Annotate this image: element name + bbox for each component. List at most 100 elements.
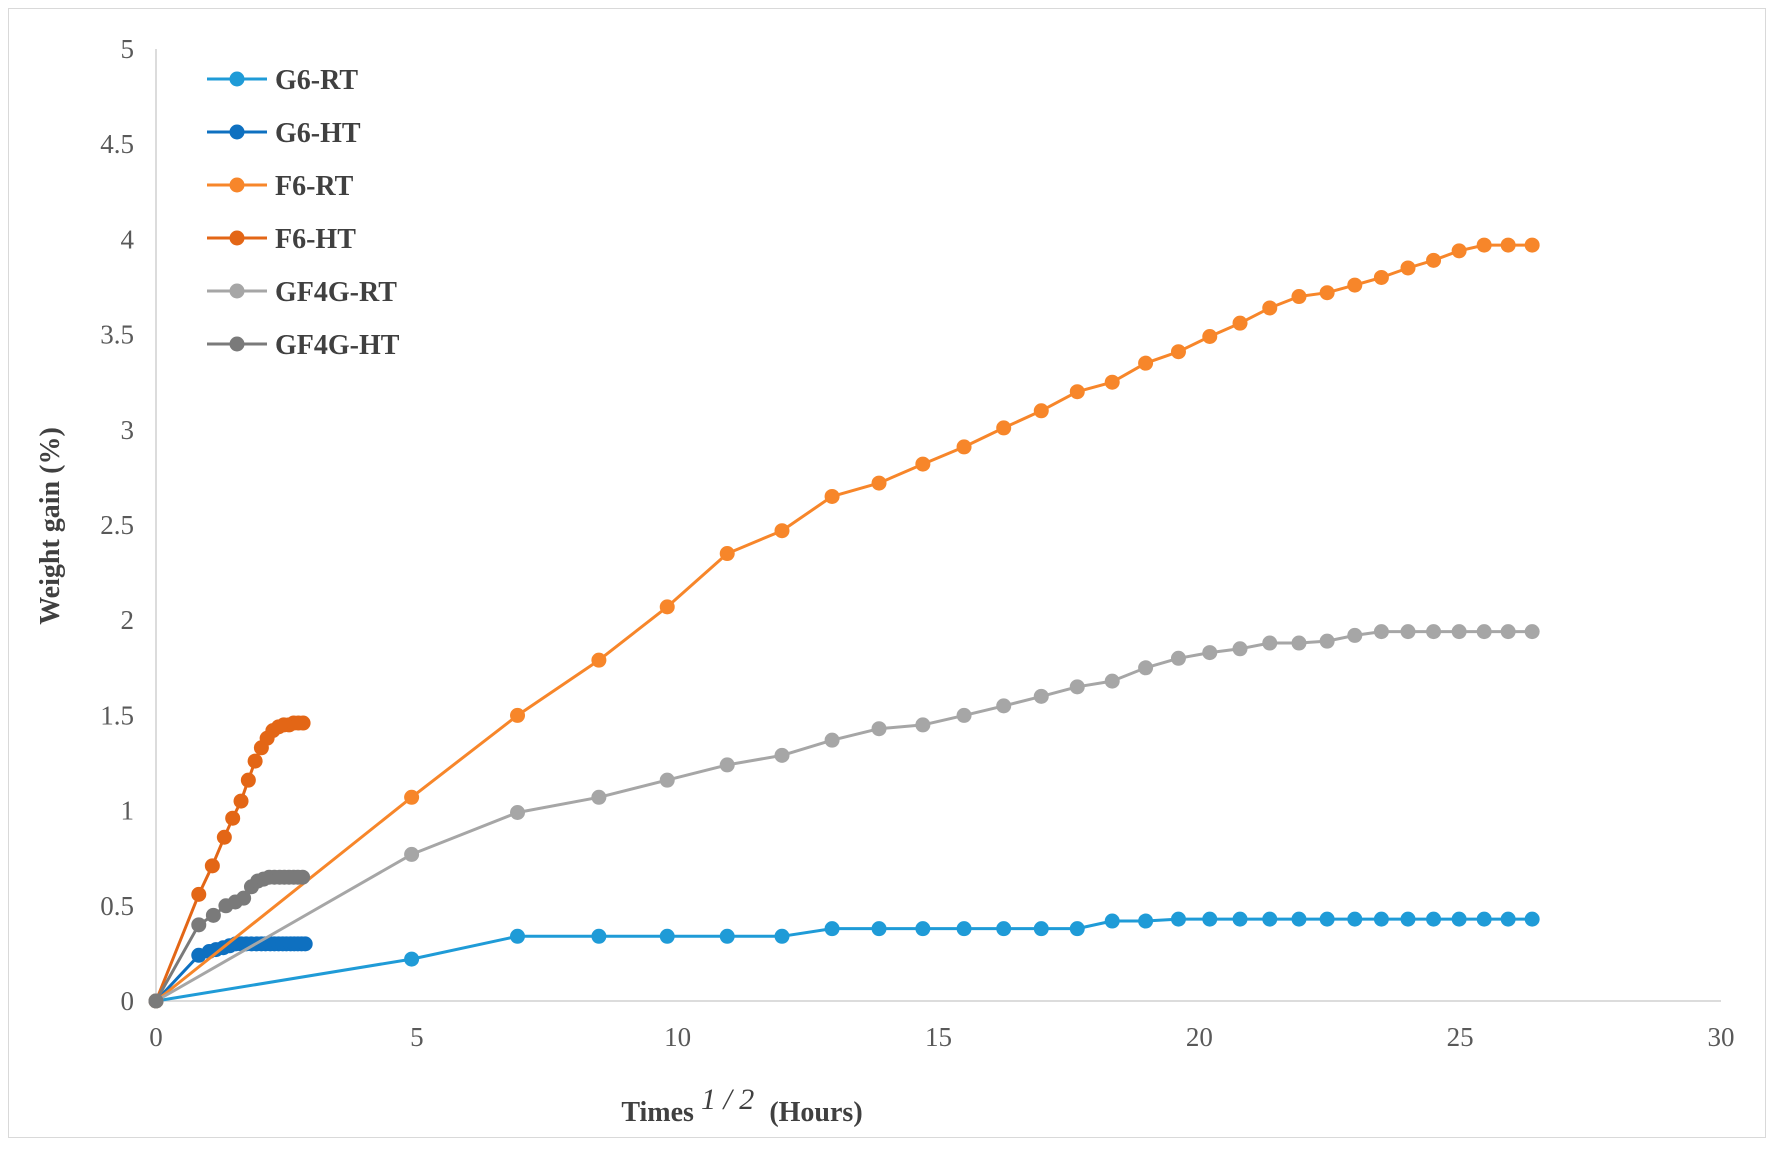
legend-swatch-marker — [229, 336, 245, 352]
y-axis-title: Weight gain (%) — [35, 427, 66, 625]
legend-label: G6-RT — [275, 65, 358, 96]
data-point-f6-rt — [1426, 252, 1442, 268]
data-point-gf4g-rt — [1500, 624, 1516, 640]
data-point-gf4g-rt — [1202, 645, 1218, 661]
data-point-gf4g-rt — [1232, 641, 1248, 657]
data-point-gf4g-rt — [1291, 635, 1307, 651]
data-point-gf4g-rt — [1451, 624, 1467, 640]
data-point-f6-rt — [1524, 237, 1540, 253]
x-tick-label: 15 — [925, 1022, 952, 1052]
data-point-g6-rt — [1476, 911, 1492, 927]
data-point-f6-ht — [233, 793, 249, 809]
data-point-f6-rt — [719, 546, 735, 562]
y-tick-label: 1 — [121, 796, 135, 826]
legend-entry-gf4g-rt: GF4G-RT — [207, 277, 397, 308]
x-tick-label: 5 — [410, 1022, 424, 1052]
series-g6-ht — [148, 936, 313, 1009]
y-tick-label: 2.5 — [100, 510, 134, 540]
series-f6-ht — [148, 715, 311, 1009]
data-point-gf4g-ht — [191, 917, 207, 933]
legend-label: F6-RT — [275, 171, 354, 202]
data-point-gf4g-rt — [591, 789, 607, 805]
x-tick-label: 0 — [149, 1022, 163, 1052]
data-point-g6-rt — [915, 921, 931, 937]
data-point-gf4g-rt — [1426, 624, 1442, 640]
x-tick-label: 20 — [1186, 1022, 1213, 1052]
data-point-gf4g-ht — [236, 890, 252, 906]
legend-entry-f6-ht: F6-HT — [207, 224, 356, 255]
data-point-gf4g-rt — [956, 707, 972, 723]
series-gf4g-ht — [148, 869, 311, 1009]
data-point-gf4g-rt — [1524, 624, 1540, 640]
data-point-f6-rt — [774, 523, 790, 539]
data-point-g6-rt — [1500, 911, 1516, 927]
series-gf4g-rt — [148, 624, 1540, 1009]
x-tick-label: 25 — [1447, 1022, 1474, 1052]
data-point-g6-rt — [1069, 921, 1085, 937]
legend-swatch-marker — [229, 71, 245, 87]
data-point-f6-ht — [204, 858, 220, 874]
data-point-f6-rt — [1232, 315, 1248, 331]
x-axis-title-unit: (Hours) — [769, 1097, 862, 1128]
data-point-f6-rt — [1500, 237, 1516, 253]
x-axis-title-exponent: 1 / 2 — [701, 1083, 754, 1116]
data-point-f6-rt — [1202, 329, 1218, 345]
data-point-gf4g-rt — [659, 772, 675, 788]
data-point-gf4g-rt — [996, 698, 1012, 714]
data-point-f6-rt — [996, 420, 1012, 436]
data-point-f6-rt — [1170, 344, 1186, 360]
data-point-g6-rt — [1319, 911, 1335, 927]
data-point-g6-rt — [1347, 911, 1363, 927]
data-point-f6-rt — [1104, 374, 1120, 390]
data-point-f6-rt — [824, 488, 840, 504]
data-point-g6-rt — [659, 928, 675, 944]
data-point-f6-rt — [1291, 289, 1307, 305]
y-tick-label: 0.5 — [100, 891, 134, 921]
x-axis-title-main: Times — [621, 1097, 694, 1128]
data-point-f6-rt — [1033, 403, 1049, 419]
data-point-gf4g-ht — [295, 869, 311, 885]
data-point-f6-rt — [871, 475, 887, 491]
data-point-f6-rt — [659, 599, 675, 615]
x-tick-label: 10 — [664, 1022, 691, 1052]
data-point-g6-rt — [1373, 911, 1389, 927]
data-point-gf4g-rt — [824, 732, 840, 748]
y-tick-label: 0 — [121, 986, 135, 1016]
series-line-g6-rt — [155, 917, 1533, 1003]
data-point-g6-rt — [1170, 911, 1186, 927]
data-point-gf4g-rt — [510, 805, 526, 821]
legend-label: F6-HT — [275, 224, 356, 255]
data-point-gf4g-rt — [1069, 679, 1085, 695]
data-point-g6-rt — [1138, 913, 1154, 929]
series-line-gf4g-rt — [155, 630, 1533, 1003]
legend-label: GF4G-HT — [275, 330, 400, 361]
data-point-f6-rt — [1138, 355, 1154, 371]
data-point-gf4g-rt — [1373, 624, 1389, 640]
data-point-f6-rt — [1319, 285, 1335, 301]
legend-swatch-marker — [229, 230, 245, 246]
legend-entry-gf4g-ht: GF4G-HT — [207, 330, 400, 361]
data-point-gf4g-rt — [1400, 624, 1416, 640]
data-point-f6-rt — [1347, 277, 1363, 293]
data-point-gf4g-rt — [1104, 673, 1120, 689]
data-point-g6-rt — [1033, 921, 1049, 937]
data-point-g6-rt — [510, 928, 526, 944]
legend-swatch-marker — [229, 177, 245, 193]
data-point-gf4g-rt — [404, 846, 420, 862]
y-tick-label: 4.5 — [100, 129, 134, 159]
legend-entry-g6-ht: G6-HT — [207, 118, 361, 149]
data-point-f6-rt — [1069, 384, 1085, 400]
series-layer — [148, 237, 1540, 1009]
data-point-gf4g-rt — [1170, 650, 1186, 666]
data-point-g6-rt — [591, 928, 607, 944]
data-point-f6-rt — [1262, 300, 1278, 316]
legend-entry-f6-rt: F6-RT — [207, 171, 354, 202]
data-point-f6-rt — [915, 456, 931, 472]
data-point-g6-rt — [1400, 911, 1416, 927]
data-point-g6-rt — [1451, 911, 1467, 927]
data-point-gf4g-rt — [871, 721, 887, 737]
data-point-f6-rt — [1400, 260, 1416, 276]
data-point-g6-rt — [1524, 911, 1540, 927]
data-point-gf4g-rt — [915, 717, 931, 733]
